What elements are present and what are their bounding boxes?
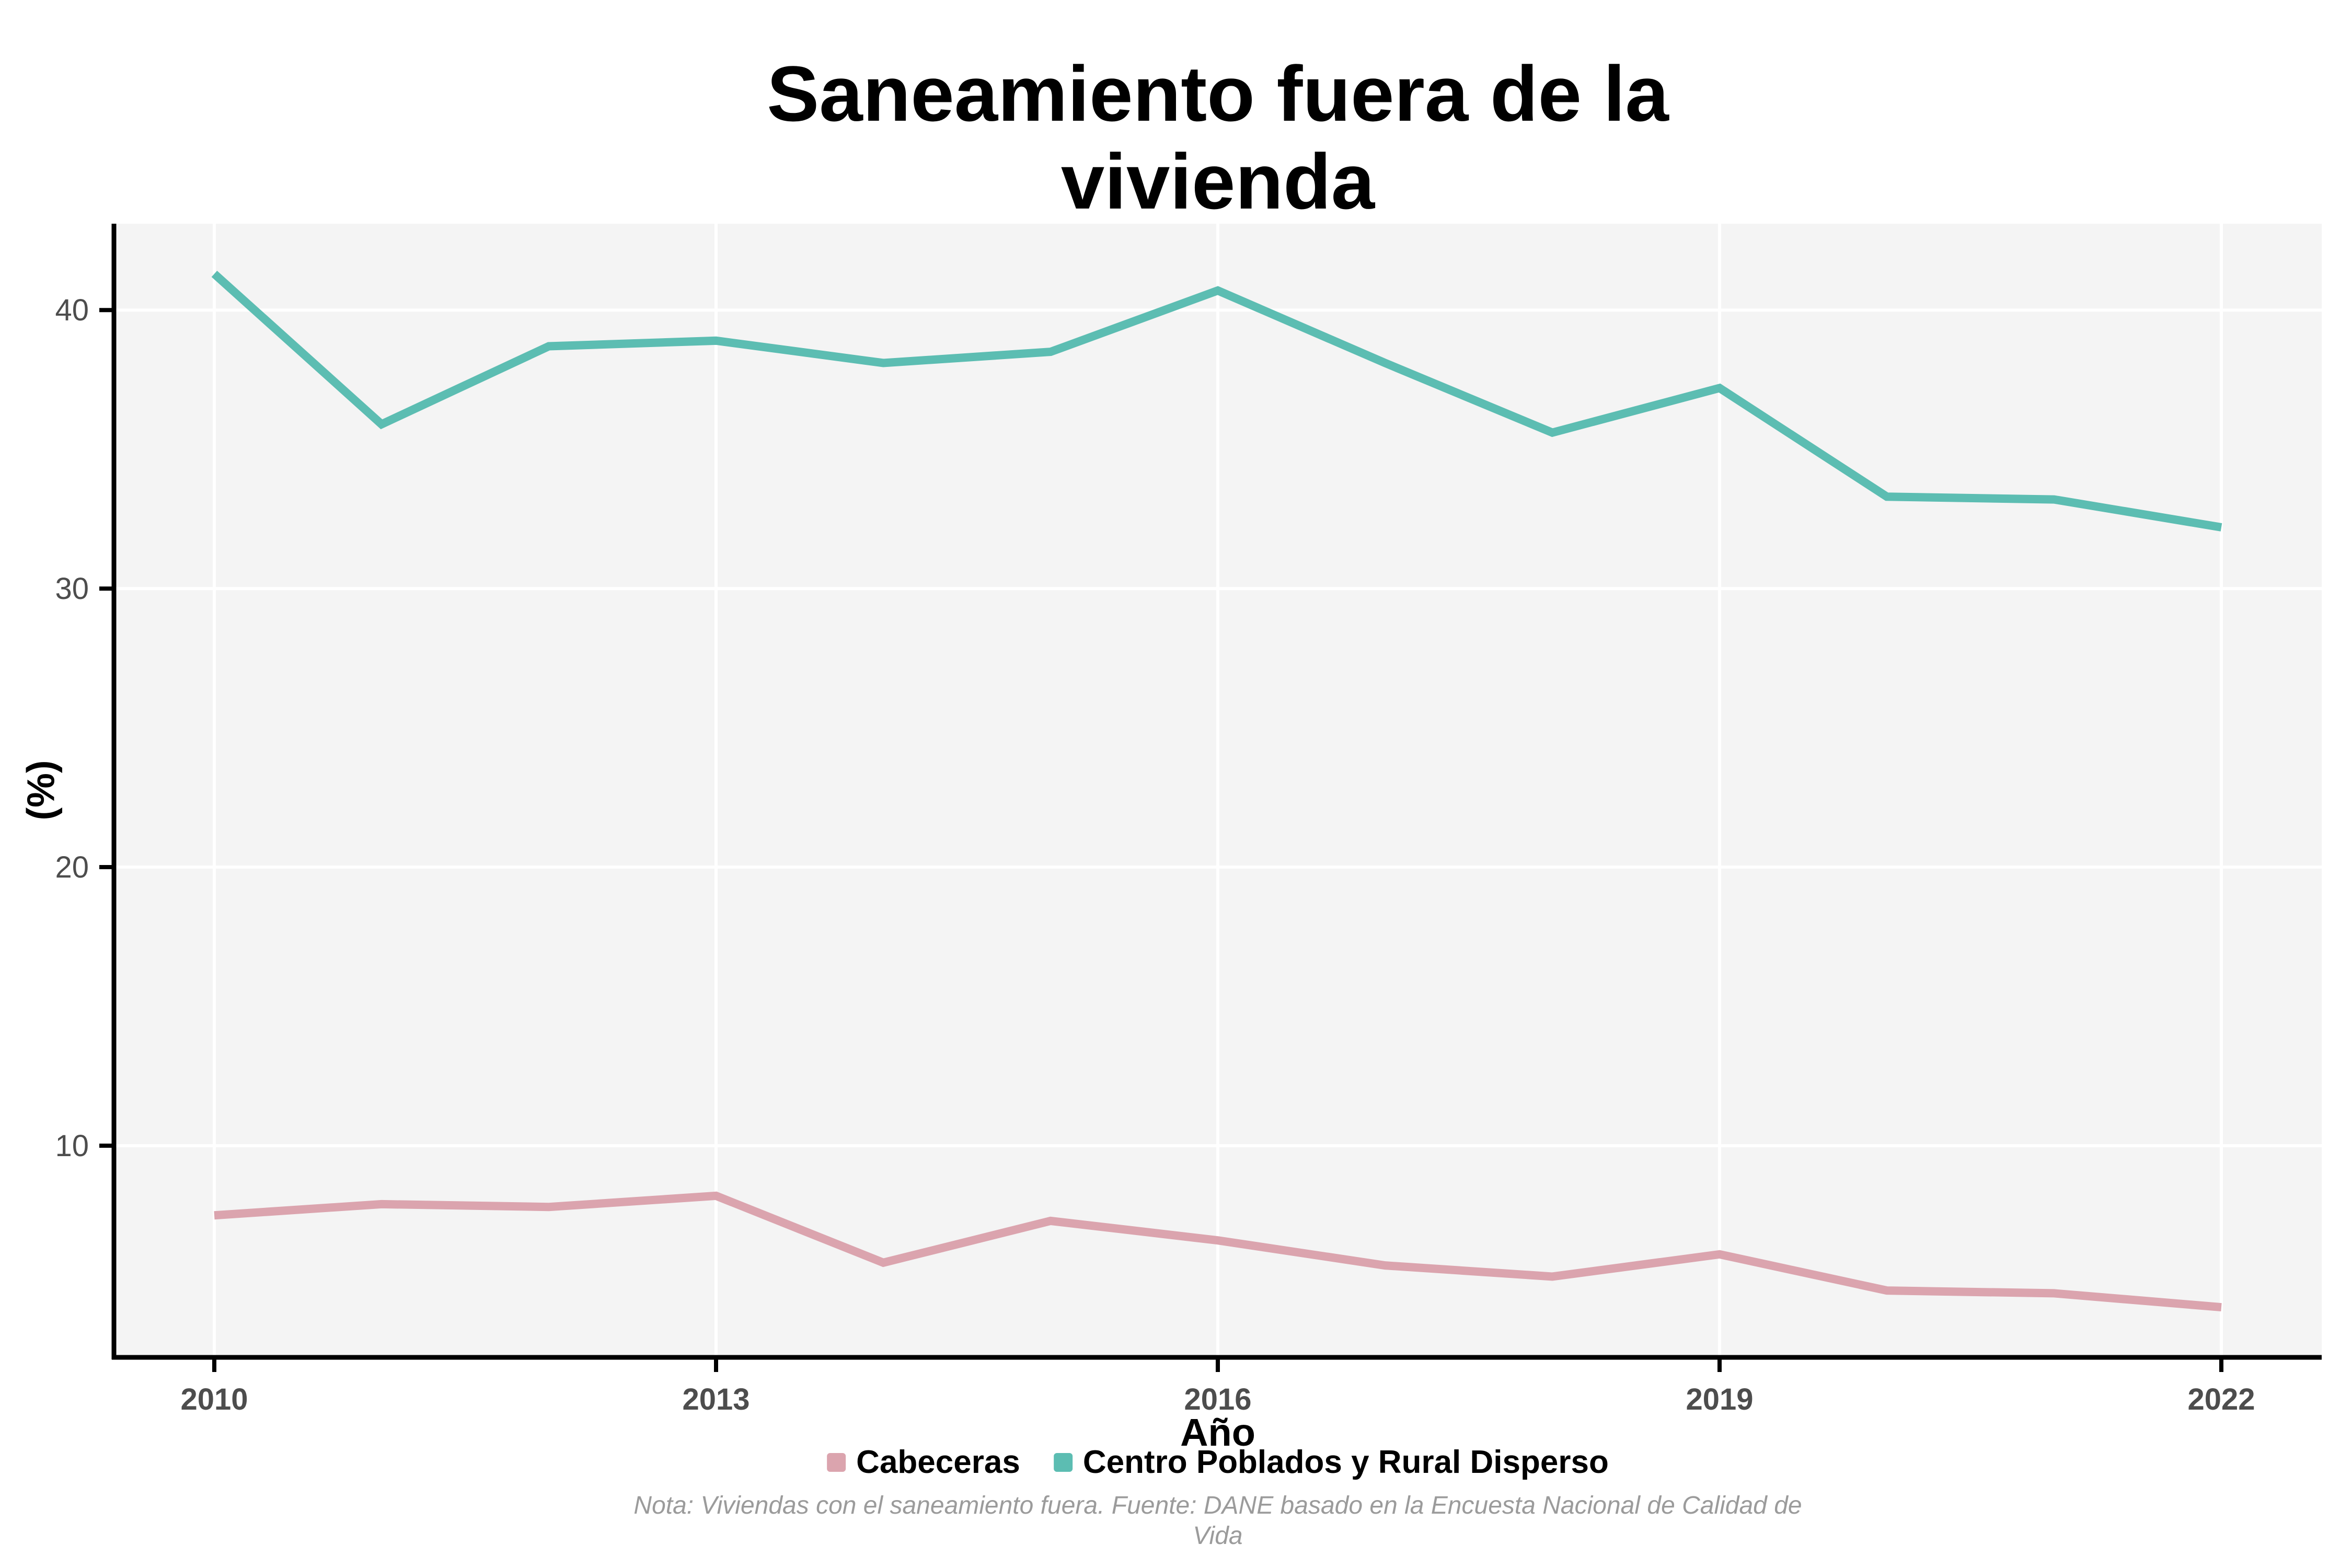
caption-line-1: Nota: Viviendas con el saneamiento fuera… — [633, 1492, 1802, 1519]
legend-item-cabeceras: Cabeceras — [827, 1444, 1020, 1481]
x-tick-label-2010: 2010 — [180, 1382, 248, 1416]
series-line-centro-poblados — [211, 270, 2222, 532]
caption-line-2: Vida — [1193, 1521, 1243, 1550]
y-tick-label-20: 20 — [55, 850, 89, 884]
legend-label-centro-poblados: Centro Poblados y Rural Disperso — [1082, 1444, 1609, 1480]
legend-swatch-centro-poblados — [1053, 1452, 1073, 1472]
y-axis-title: (%) — [19, 760, 63, 821]
x-tick-label-2019: 2019 — [1686, 1382, 1753, 1416]
y-tick-label-30: 30 — [55, 572, 89, 606]
y-tick-label-40: 40 — [55, 293, 89, 327]
legend-item-centro-poblados: Centro Poblados y Rural Disperso — [1053, 1444, 1609, 1481]
x-tick-label-2022: 2022 — [2187, 1382, 2255, 1416]
legend: Cabeceras Centro Poblados y Rural Disper… — [827, 1444, 1609, 1481]
y-tick-label-10: 10 — [55, 1129, 89, 1163]
x-tick-label-2013: 2013 — [682, 1382, 750, 1416]
legend-swatch-cabeceras — [827, 1452, 846, 1472]
x-axis-title: Año — [1180, 1411, 1255, 1454]
x-tick-label-2016: 2016 — [1184, 1382, 1251, 1416]
chart-title: Saneamiento fuera de la vivienda — [767, 50, 1669, 225]
legend-label-cabeceras: Cabeceras — [856, 1444, 1020, 1480]
series-line-cabeceras — [214, 1191, 2222, 1312]
caption-note: Nota: Viviendas con el saneamiento fuera… — [277, 1491, 2159, 1551]
